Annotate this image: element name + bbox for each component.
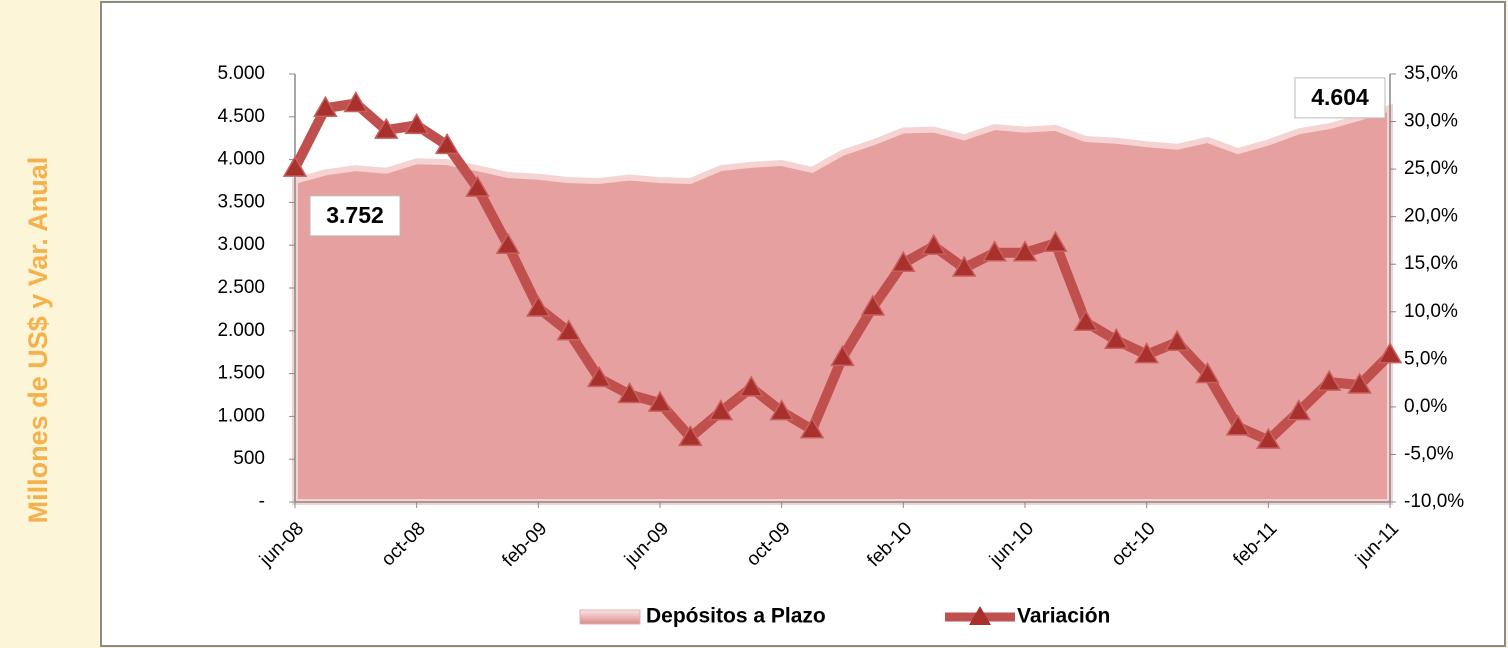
marker: [556, 319, 582, 341]
marker: [282, 155, 308, 177]
marker: [1256, 427, 1281, 449]
value-label: 3.752: [326, 202, 384, 228]
marker: [1134, 342, 1159, 364]
marker: [1073, 309, 1099, 331]
marker: [1377, 342, 1403, 364]
legend-marker: [969, 606, 991, 625]
marker: [891, 250, 916, 273]
marker: [1043, 230, 1068, 253]
value-label-box: [1294, 77, 1386, 119]
y-tick-label: 1.500: [217, 363, 265, 384]
marker: [1225, 414, 1251, 436]
marker: [769, 399, 794, 421]
y2-tick-label: 35,0%: [1404, 63, 1458, 84]
legend-swatch: [579, 609, 641, 625]
y2-tick-label: 0,0%: [1404, 396, 1447, 417]
y2-tick-label: 20,0%: [1404, 206, 1458, 227]
y2-tick-label: 15,0%: [1404, 253, 1458, 274]
marker: [738, 375, 764, 397]
marker: [1316, 369, 1342, 391]
marker: [982, 240, 1007, 262]
marker: [1195, 362, 1220, 384]
marker: [1012, 240, 1038, 262]
y-tick-label: 4.500: [217, 106, 265, 127]
marker: [465, 175, 490, 197]
marker: [495, 232, 521, 254]
y2-tick-label: -10,0%: [1404, 491, 1464, 512]
marker: [1164, 329, 1190, 351]
y-tick-label: 2.500: [217, 277, 265, 298]
y2-tick-label: 5,0%: [1404, 348, 1447, 369]
y2-tick-label: 30,0%: [1404, 111, 1458, 132]
y-tick-label: 2.000: [217, 320, 265, 341]
y-tick-label: -: [259, 491, 265, 512]
marker: [617, 382, 642, 404]
marker: [799, 417, 825, 439]
legend-label: Depósitos a Plazo: [646, 605, 826, 628]
marker: [860, 294, 886, 316]
y-tick-label: 4.000: [217, 149, 265, 170]
y-tick-label: 5.000: [217, 63, 265, 84]
marker: [404, 112, 429, 135]
marker: [373, 117, 399, 139]
value-label-box: [309, 195, 401, 237]
marker: [343, 90, 369, 113]
marker: [951, 255, 977, 277]
marker: [1103, 327, 1129, 350]
marker: [1286, 399, 1312, 421]
marker: [921, 233, 947, 255]
y-tick-label: 3.000: [217, 234, 265, 255]
marker: [313, 95, 338, 117]
marker: [1347, 372, 1372, 394]
y-tick-label: 1.000: [217, 405, 265, 426]
y-tick-label: 3.500: [217, 191, 265, 212]
y2-tick-label: -5,0%: [1404, 443, 1454, 464]
marker: [526, 295, 551, 317]
y-axis-title: Millones de US$ y Var. Anual: [23, 157, 53, 524]
marker: [678, 424, 703, 447]
y-tick-label: 500: [233, 448, 265, 469]
marker: [586, 365, 612, 388]
y2-tick-label: 10,0%: [1404, 301, 1458, 322]
area: [292, 103, 1393, 505]
value-label: 4.604: [1311, 84, 1369, 110]
marker: [708, 399, 734, 421]
y2-tick-label: 25,0%: [1404, 158, 1458, 179]
legend-label: Variación: [1017, 605, 1110, 628]
marker: [434, 132, 460, 155]
marker: [830, 344, 855, 367]
marker: [647, 390, 673, 412]
